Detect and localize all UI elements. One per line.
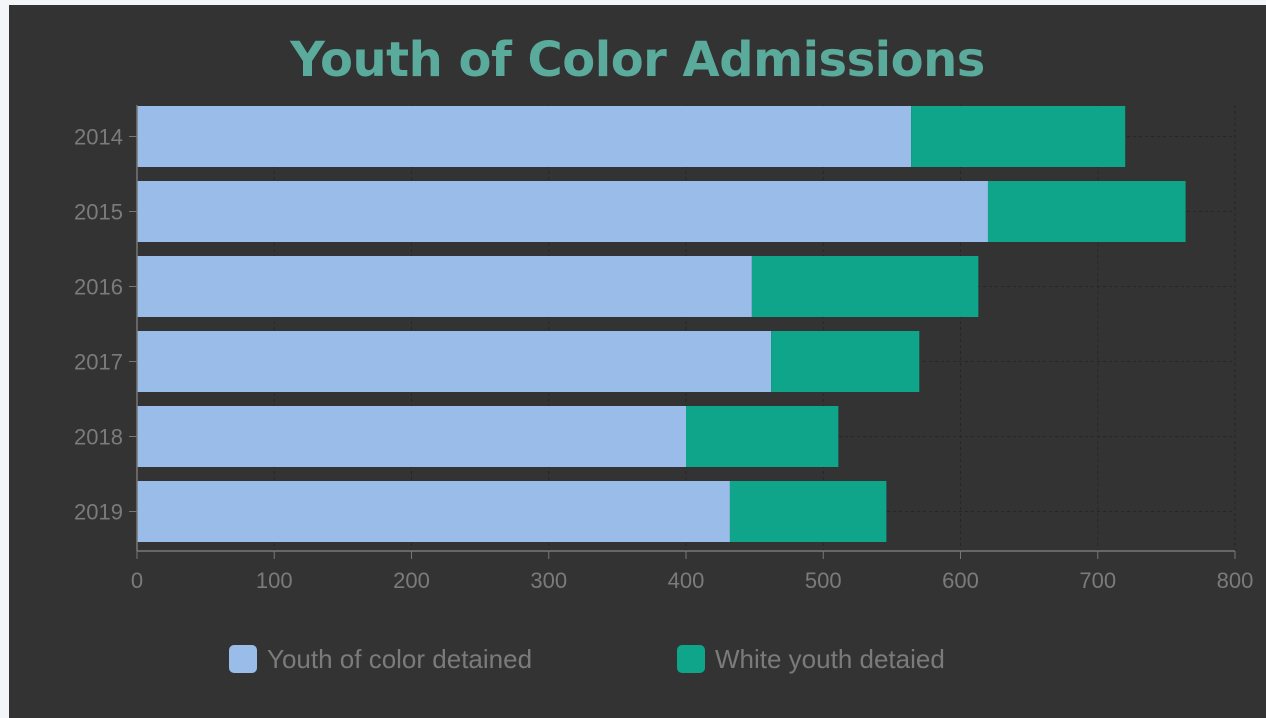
bar-2016-series-1 bbox=[751, 256, 979, 317]
bar-2015-series-0 bbox=[137, 181, 988, 242]
legend-label-youth-of-color: Youth of color detained bbox=[267, 643, 533, 674]
bar-2016-series-0 bbox=[137, 256, 752, 317]
y-tick-label: 2015 bbox=[74, 200, 123, 225]
chart-panel: Youth of Color Admissions 0 100 200 300 400 5… bbox=[9, 5, 1266, 718]
axes: 0 100 200 300 400 500 600 700 800 2014 2015 2016 201… bbox=[74, 105, 1253, 593]
bar-2017-series-0 bbox=[137, 331, 772, 392]
legend-swatch-white-youth bbox=[677, 645, 705, 673]
bar-2015-series-1 bbox=[987, 181, 1186, 242]
bar-2019-series-0 bbox=[137, 481, 730, 542]
x-tick-label: 700 bbox=[1079, 568, 1116, 593]
legend-item-youth-of-color[interactable]: Youth of color detained bbox=[229, 639, 532, 679]
y-tick-label: 2017 bbox=[74, 350, 123, 375]
chart-plot: 0 100 200 300 400 500 600 700 800 2014 2015 2016 201… bbox=[74, 105, 1253, 593]
x-tick-label: 0 bbox=[131, 568, 143, 593]
legend-label-white-youth: White youth detaied bbox=[715, 643, 945, 674]
y-tick-label: 2016 bbox=[74, 275, 123, 300]
x-tick-label: 300 bbox=[530, 568, 567, 593]
x-tick-label: 400 bbox=[668, 568, 705, 593]
x-tick-label: 800 bbox=[1217, 568, 1254, 593]
bar-2017-series-1 bbox=[771, 331, 920, 392]
x-tick-label: 500 bbox=[805, 568, 842, 593]
x-tick-label: 100 bbox=[256, 568, 293, 593]
legend: Youth of color detained White youth deta… bbox=[9, 639, 1266, 679]
chart-title: Youth of Color Admissions bbox=[290, 32, 985, 88]
x-tick-label: 200 bbox=[393, 568, 430, 593]
y-tick-label: 2014 bbox=[74, 125, 123, 150]
bar-2018-series-0 bbox=[137, 406, 686, 467]
bar-2014-series-0 bbox=[137, 106, 912, 167]
legend-item-white-youth[interactable]: White youth detaied bbox=[677, 639, 945, 679]
y-tick-label: 2019 bbox=[74, 500, 123, 525]
bar-layer bbox=[137, 106, 1186, 542]
bar-2014-series-1 bbox=[911, 106, 1126, 167]
y-tick-label: 2018 bbox=[74, 425, 123, 450]
bar-2018-series-1 bbox=[686, 406, 839, 467]
x-tick-label: 600 bbox=[942, 568, 979, 593]
bar-2019-series-1 bbox=[729, 481, 887, 542]
legend-swatch-youth-of-color bbox=[229, 645, 257, 673]
